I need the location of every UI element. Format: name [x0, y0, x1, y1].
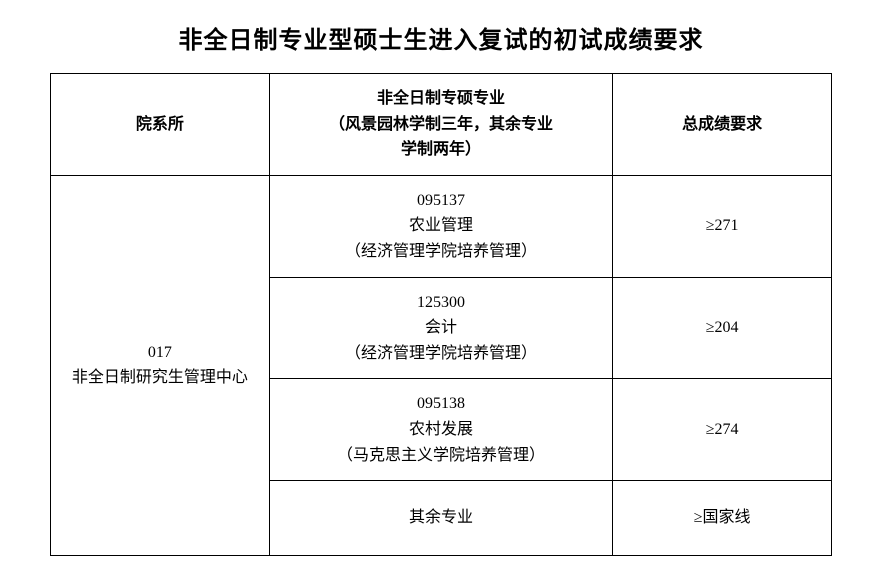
table-row: 017 非全日制研究生管理中心 095137 农业管理 （经济管理学院培养管理）… [51, 175, 832, 277]
major-name: 农业管理 [409, 217, 473, 234]
page-title: 非全日制专业型硕士生进入复试的初试成绩要求 [50, 20, 832, 55]
major-name: 其余专业 [409, 509, 473, 526]
table-header-row: 院系所 非全日制专硕专业（风景园林学制三年，其余专业学制两年） 总成绩要求 [51, 74, 832, 176]
header-score: 总成绩要求 [613, 74, 832, 176]
major-cell: 095138 农村发展 （马克思主义学院培养管理） [269, 379, 613, 481]
score-cell: ≥271 [613, 175, 832, 277]
score-cell: ≥274 [613, 379, 832, 481]
major-cell: 125300 会计 （经济管理学院培养管理） [269, 277, 613, 379]
score-table: 院系所 非全日制专硕专业（风景园林学制三年，其余专业学制两年） 总成绩要求 01… [50, 73, 832, 556]
major-note: （经济管理学院培养管理） [345, 345, 537, 362]
header-dept: 院系所 [51, 74, 270, 176]
major-code: 095138 [417, 395, 465, 412]
dept-code: 017 [148, 344, 172, 361]
major-cell: 095137 农业管理 （经济管理学院培养管理） [269, 175, 613, 277]
major-code: 095137 [417, 192, 465, 209]
score-cell: ≥国家线 [613, 481, 832, 556]
major-cell: 其余专业 [269, 481, 613, 556]
score-cell: ≥204 [613, 277, 832, 379]
dept-cell: 017 非全日制研究生管理中心 [51, 175, 270, 555]
major-note: （马克思主义学院培养管理） [337, 447, 545, 464]
major-name: 会计 [425, 319, 457, 336]
major-name: 农村发展 [409, 421, 473, 438]
major-note: （经济管理学院培养管理） [345, 243, 537, 260]
header-major: 非全日制专硕专业（风景园林学制三年，其余专业学制两年） [269, 74, 613, 176]
major-code: 125300 [417, 294, 465, 311]
dept-name: 非全日制研究生管理中心 [72, 369, 248, 386]
